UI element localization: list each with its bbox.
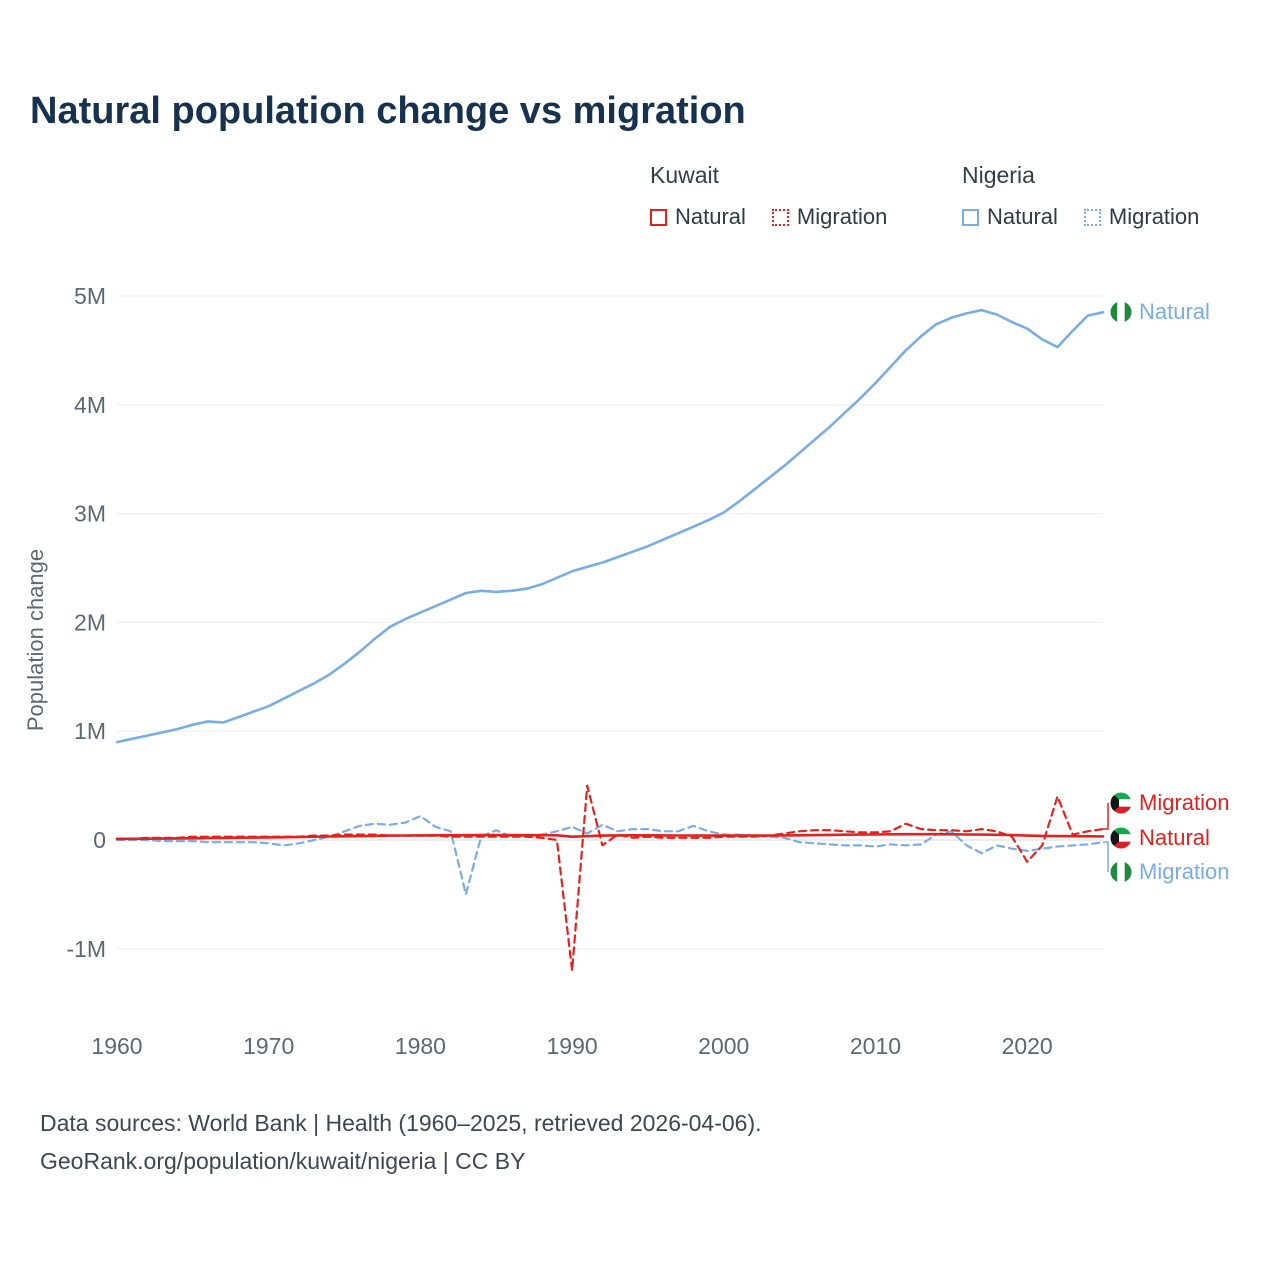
end-label-kuwait-migration: Migration xyxy=(1110,790,1230,815)
x-tick-label: 1970 xyxy=(243,1033,294,1059)
legend-group-nigeria: Nigeria Natural Migration xyxy=(962,162,1199,230)
series-line-nigeria-migration xyxy=(115,815,1105,896)
chart-area: Population change 5M 4M 3M 2M 1M 0 -1M 1960 1970… xyxy=(0,260,1280,1080)
y-tick-label: 5M xyxy=(74,283,106,309)
y-tick-label: 2M xyxy=(74,609,106,635)
legend-label: Migration xyxy=(1108,204,1200,229)
legend-entry-kuwait-migration[interactable]: Migration xyxy=(771,204,888,230)
end-label-text: Natural xyxy=(1139,299,1210,324)
y-axis-title: Population change xyxy=(23,549,48,731)
x-tick-label: 2020 xyxy=(1002,1033,1053,1059)
legend-row-kuwait: Natural Migration xyxy=(650,204,887,230)
series-line-kuwait-natural xyxy=(115,832,1105,841)
nigeria-flag-icon xyxy=(1110,301,1132,323)
nigeria-migration-swatch-icon xyxy=(1083,208,1101,226)
y-tick-label: 4M xyxy=(74,392,106,418)
legend-heading-nigeria: Nigeria xyxy=(962,162,1035,188)
y-tick-label: 0 xyxy=(93,827,106,853)
legend-label: Natural xyxy=(675,204,746,229)
legend-row-nigeria: Natural Migration xyxy=(962,204,1199,230)
footer: Data sources: World Bank | Health (1960–… xyxy=(40,1104,762,1180)
end-label-text: Migration xyxy=(1139,859,1230,884)
kuwait-migration-connector xyxy=(1103,803,1109,830)
x-tick-label: 1990 xyxy=(546,1033,597,1059)
series-line-kuwait-migration xyxy=(115,784,1105,972)
y-tick-label: 3M xyxy=(74,501,106,527)
x-tick-label: 2010 xyxy=(850,1033,901,1059)
attribution-line: GeoRank.org/population/kuwait/nigeria | … xyxy=(40,1148,526,1174)
legend-entry-kuwait-natural[interactable]: Natural xyxy=(650,204,746,230)
nigeria-natural-swatch-icon xyxy=(962,208,979,226)
kuwait-migration-swatch-icon xyxy=(771,208,789,226)
x-tick-label: 1980 xyxy=(395,1033,446,1059)
grid-layer xyxy=(117,295,1103,950)
legend-entry-nigeria-migration[interactable]: Migration xyxy=(1083,204,1200,230)
legend-entry-nigeria-natural[interactable]: Natural xyxy=(962,204,1058,230)
kuwait-flag-icon xyxy=(1110,827,1132,849)
kuwait-flag-icon xyxy=(1110,792,1132,814)
tick-layer: 5M 4M 3M 2M 1M 0 -1M 1960 1970 1980 1990 2000 2010 20… xyxy=(66,283,1052,1059)
kuwait-natural-swatch-icon xyxy=(650,208,667,226)
end-label-nigeria-migration: Migration xyxy=(1110,859,1230,884)
x-tick-label: 2000 xyxy=(698,1033,749,1059)
x-tick-label: 1960 xyxy=(91,1033,142,1059)
end-label-kuwait-natural: Natural xyxy=(1110,825,1210,850)
legend-group-kuwait: Kuwait Natural Migration xyxy=(650,162,887,230)
legend-heading-kuwait: Kuwait xyxy=(650,162,720,188)
nigeria-flag-icon xyxy=(1110,861,1132,883)
end-label-text: Natural xyxy=(1139,825,1210,850)
end-label-nigeria-natural: Natural xyxy=(1110,299,1210,324)
data-sources-line: Data sources: World Bank | Health (1960–… xyxy=(40,1110,762,1136)
end-label-text: Migration xyxy=(1139,790,1230,815)
y-tick-label: 1M xyxy=(74,718,106,744)
series-line-nigeria-natural xyxy=(115,308,1105,744)
series-layer xyxy=(115,308,1105,972)
legend-label: Migration xyxy=(796,204,888,229)
page-title: Natural population change vs migration xyxy=(30,90,746,132)
population-change-chart: Population change 5M 4M 3M 2M 1M 0 -1M 1960 1970… xyxy=(23,283,1109,1059)
nigeria-migration-connector xyxy=(1103,841,1109,872)
legend-label: Natural xyxy=(987,204,1058,229)
y-tick-label: -1M xyxy=(66,936,106,962)
